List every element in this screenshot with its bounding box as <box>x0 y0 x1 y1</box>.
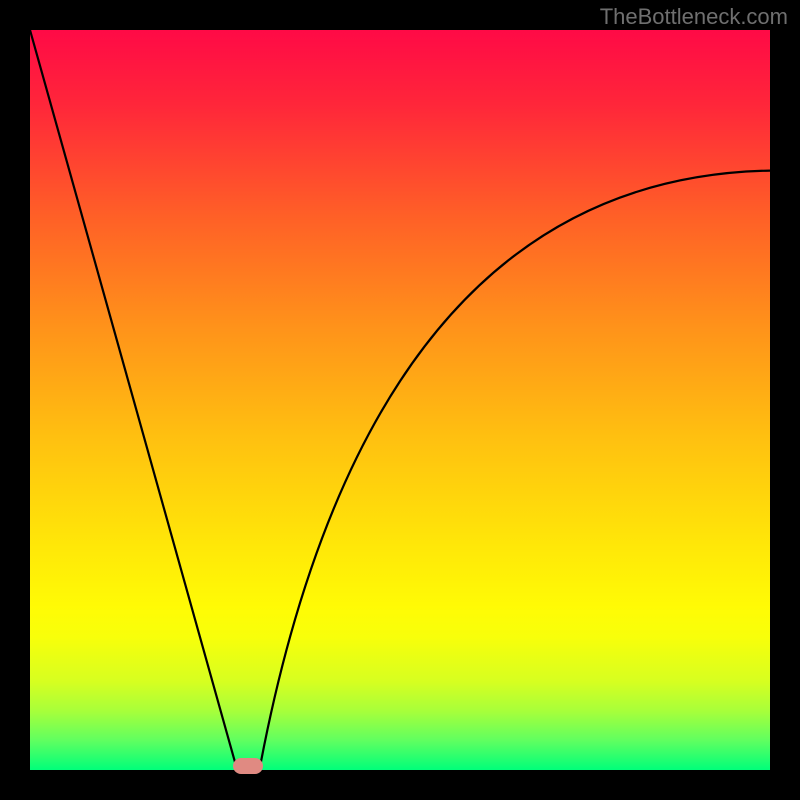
curve-right-branch <box>259 171 770 770</box>
watermark-text: TheBottleneck.com <box>600 4 788 30</box>
bottleneck-marker <box>233 758 263 774</box>
curve-left-branch <box>30 30 237 770</box>
plot-area <box>30 30 770 770</box>
curve-svg <box>30 30 770 770</box>
